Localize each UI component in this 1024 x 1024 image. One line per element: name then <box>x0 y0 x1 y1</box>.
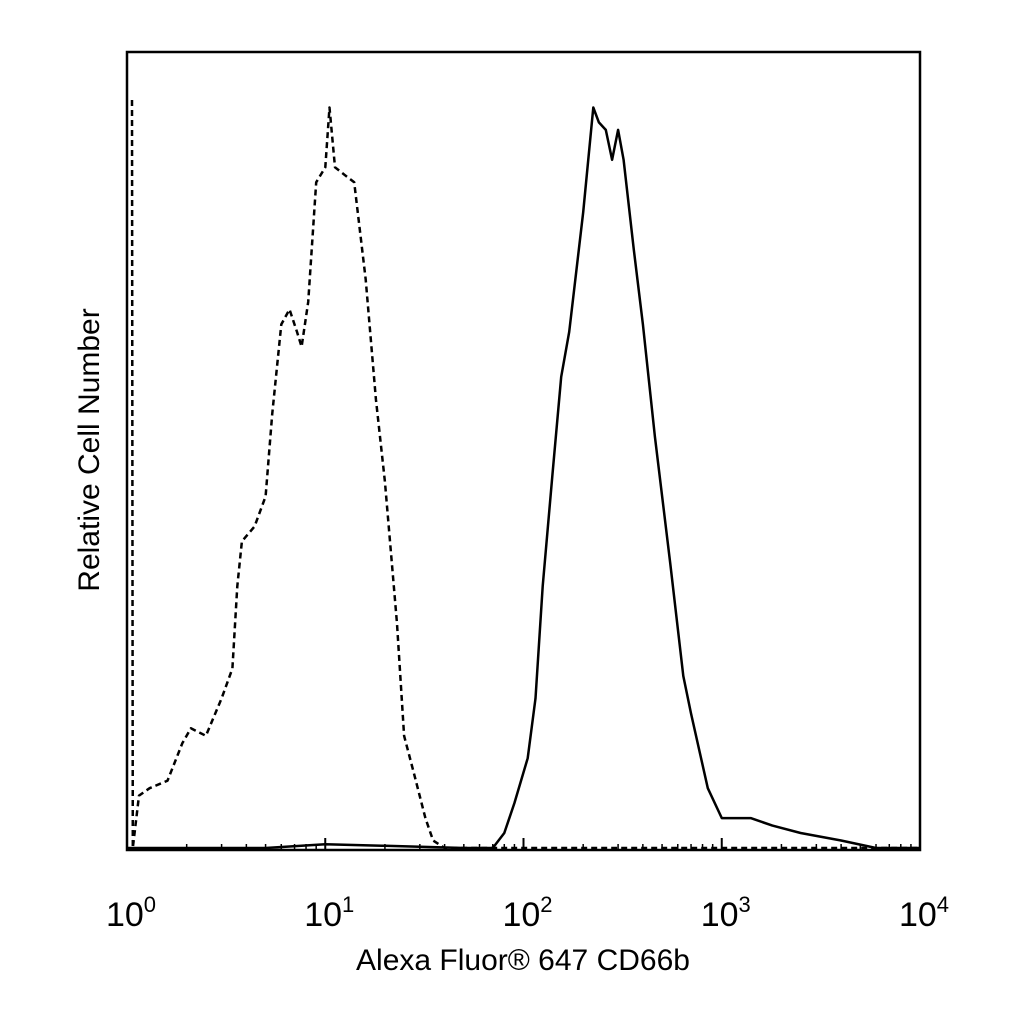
x-tick-label: 100 <box>106 892 156 934</box>
x-axis-label: Alexa Fluor® 647 CD66b <box>356 944 690 977</box>
x-tick-label: 104 <box>899 892 949 934</box>
y-axis-label: Relative Cell Number <box>73 308 106 591</box>
x-tick-label: 102 <box>502 892 552 934</box>
x-tick-label: 101 <box>304 892 354 934</box>
series-layer <box>127 99 920 850</box>
isotype-control-histogram-line <box>130 99 920 850</box>
x-tick-label: 103 <box>701 892 751 934</box>
x-axis-ticks: 100 101 102 103 104 <box>106 838 949 934</box>
stained-sample-histogram-line <box>127 106 920 850</box>
